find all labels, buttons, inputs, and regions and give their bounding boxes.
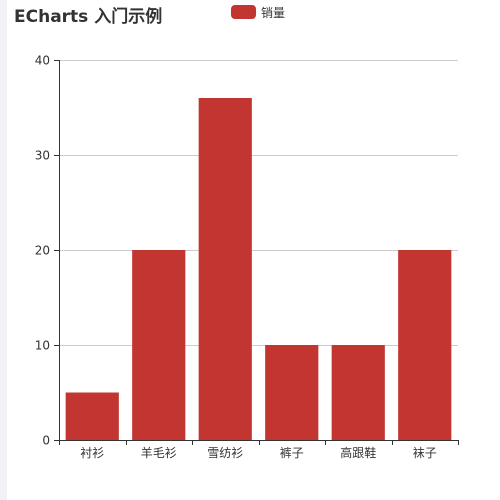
y-tick-label: 0 (42, 434, 50, 448)
bar-1[interactable] (132, 250, 186, 440)
x-tick-label: 雪纺衫 (207, 446, 243, 460)
bar-5[interactable] (398, 250, 452, 440)
x-tick-label: 羊毛衫 (141, 445, 177, 460)
grid-lines (59, 60, 458, 346)
left-scroll-strip (0, 0, 7, 500)
tick-labels: 0 10 20 30 40 衬衫 羊毛衫 雪纺衫 裤子 高跟鞋 袜子 (35, 54, 437, 461)
legend[interactable]: 销量 (231, 4, 285, 20)
bars (65, 98, 452, 441)
chart-title: ECharts 入门示例 (14, 7, 163, 27)
legend-swatch-icon[interactable] (231, 5, 256, 19)
bar-3[interactable] (265, 345, 319, 440)
y-tick-label: 20 (35, 244, 50, 258)
y-tick-label: 40 (35, 54, 50, 68)
x-tick-label: 裤子 (280, 446, 304, 460)
bar-0[interactable] (65, 392, 119, 441)
bar-2[interactable] (198, 98, 252, 440)
x-tick-label: 袜子 (413, 446, 437, 460)
y-tick-label: 10 (35, 339, 50, 353)
axes (54, 60, 459, 445)
x-tick-label: 高跟鞋 (340, 445, 376, 460)
y-tick-label: 30 (35, 149, 50, 163)
x-tick-label: 衬衫 (80, 446, 104, 460)
legend-label[interactable]: 销量 (261, 5, 286, 20)
bar-4[interactable] (331, 345, 385, 440)
